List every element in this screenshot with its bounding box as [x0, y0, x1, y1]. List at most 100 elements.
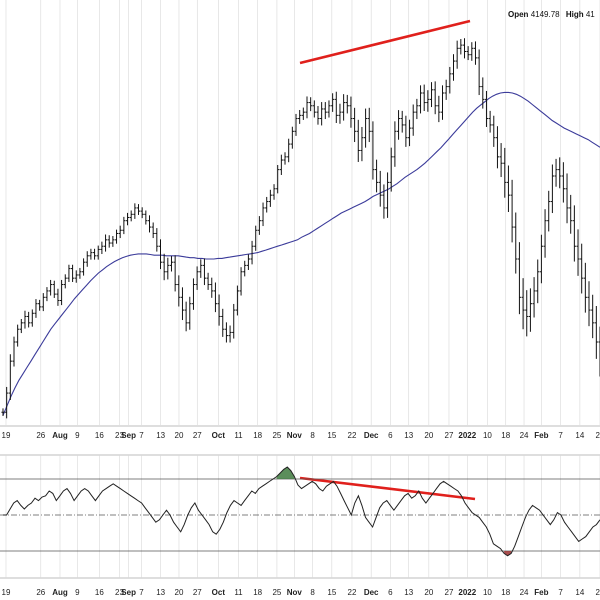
price-bar — [103, 234, 108, 252]
price-bar — [235, 285, 240, 316]
price-bar — [213, 282, 218, 313]
price-bar — [488, 110, 492, 133]
price-bar — [111, 236, 115, 247]
price-bar — [100, 241, 104, 255]
x-tick-label-bottom: 26 — [36, 588, 45, 597]
x-tick-label-top: Aug — [52, 431, 68, 440]
price-bar — [166, 257, 170, 280]
price-bar — [569, 194, 573, 234]
price-bar — [470, 42, 474, 61]
price-bar — [437, 95, 441, 123]
price-bar — [107, 235, 111, 248]
price-bar — [312, 100, 316, 118]
price-bar — [217, 294, 221, 326]
price-bar — [78, 267, 82, 279]
x-tick-label-top: 20 — [424, 431, 433, 440]
price-bar — [561, 162, 565, 203]
high-label: High — [565, 10, 584, 19]
price-bar — [221, 308, 225, 337]
price-bar — [466, 46, 470, 61]
price-bar — [572, 205, 576, 262]
x-tick-label-top: 19 — [2, 431, 11, 440]
price-bar — [444, 79, 448, 100]
price-bar — [1, 408, 5, 417]
x-tick-label-top: 18 — [501, 431, 510, 440]
price-bar — [301, 107, 305, 120]
open-label: Open — [508, 10, 529, 19]
price-bar — [151, 222, 155, 239]
price-bar — [473, 41, 478, 65]
price-bar — [49, 279, 53, 296]
x-tick-label-bottom: 22 — [596, 588, 600, 597]
price-bar — [63, 274, 67, 289]
x-tick-label-top: 9 — [75, 431, 80, 440]
x-tick-label-bottom: 19 — [2, 588, 11, 597]
price-bar — [38, 299, 42, 311]
price-bar — [558, 157, 562, 189]
x-tick-label-top: 13 — [156, 431, 165, 440]
price-bar — [287, 138, 291, 163]
price-bar — [525, 290, 529, 337]
price-bar — [543, 209, 547, 258]
indicator-trendline — [299, 476, 476, 501]
price-bar — [283, 152, 287, 165]
price-bar — [122, 216, 126, 235]
price-bar — [8, 354, 12, 400]
x-tick-label-top: 25 — [272, 431, 281, 440]
price-bar — [118, 225, 122, 239]
price-bar — [188, 296, 192, 330]
x-tick-label-bottom: 22 — [348, 588, 357, 597]
price-bar — [155, 228, 159, 252]
x-tick-label-top: 13 — [404, 431, 413, 440]
x-tick-label-top: 24 — [520, 431, 529, 440]
price-bar — [331, 93, 335, 112]
price-bar — [499, 143, 503, 178]
price-bar — [591, 294, 595, 339]
price-bar — [276, 165, 280, 194]
price-bar — [206, 272, 210, 290]
x-tick-label-top: 23 — [115, 431, 124, 440]
price-bar — [433, 81, 437, 115]
x-tick-label-bottom: 20 — [175, 588, 184, 597]
x-tick-label-top: 18 — [253, 431, 262, 440]
price-bar — [393, 121, 397, 167]
price-bar — [56, 288, 60, 306]
price-bar — [5, 386, 9, 419]
price-bar — [327, 100, 331, 118]
price-bar — [462, 38, 467, 59]
price-bar — [517, 242, 522, 315]
price-bar — [125, 212, 130, 226]
price-bar — [279, 154, 283, 175]
indicator-line — [3, 466, 600, 557]
x-tick-label-bottom: Sep — [121, 588, 136, 597]
price-bar — [492, 115, 496, 147]
price-bars — [1, 38, 600, 419]
price-bar — [243, 260, 247, 277]
indicator-panel-grid — [0, 454, 600, 579]
price-bar — [177, 275, 181, 307]
price-bar — [565, 173, 569, 224]
x-tick-label-top: 7 — [139, 431, 144, 440]
x-tick-label-top: 22 — [596, 431, 600, 440]
price-bar — [12, 336, 16, 367]
price-bar — [232, 303, 236, 339]
x-tick-label-bottom: 18 — [501, 588, 510, 597]
price-bar — [345, 94, 349, 114]
x-tick-label-top: 6 — [388, 431, 393, 440]
price-bar — [265, 196, 269, 213]
price-bar — [374, 159, 379, 193]
price-bar — [521, 278, 525, 330]
price-bar — [272, 184, 276, 200]
price-bar — [576, 229, 580, 276]
price-bar — [210, 277, 214, 298]
price-bar — [305, 96, 309, 119]
price-bar — [320, 102, 324, 126]
x-tick-label-top: Dec — [364, 431, 379, 440]
x-tick-label-top: 11 — [234, 431, 243, 440]
price-bar — [594, 305, 598, 359]
x-tick-label-bottom: 13 — [156, 588, 165, 597]
price-bar — [353, 107, 357, 143]
price-bar — [16, 324, 20, 347]
moving-average-line — [2, 91, 600, 416]
